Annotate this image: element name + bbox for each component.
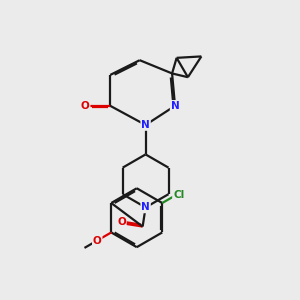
Text: N: N [141, 120, 150, 130]
Text: N: N [141, 202, 150, 212]
Text: O: O [93, 236, 102, 245]
Text: O: O [81, 101, 90, 111]
Text: N: N [171, 101, 179, 111]
Text: Cl: Cl [173, 190, 184, 200]
Text: O: O [117, 217, 126, 227]
